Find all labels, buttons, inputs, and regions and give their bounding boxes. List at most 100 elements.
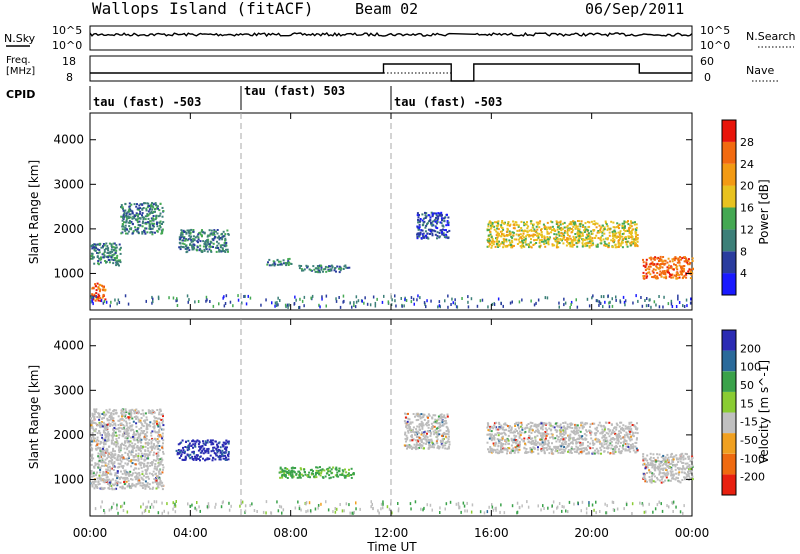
scatter-point: [186, 294, 189, 298]
scatter-point: [114, 482, 117, 485]
scatter-point: [613, 445, 616, 448]
scatter-point: [132, 468, 135, 471]
scatter-point: [531, 450, 533, 453]
scatter-point: [95, 428, 97, 431]
scatter-point: [581, 447, 584, 450]
scatter-point: [113, 242, 116, 245]
scatter-point: [567, 237, 570, 240]
scatter-point: [617, 439, 620, 442]
scatter-point: [612, 226, 615, 229]
scatter-point: [156, 225, 159, 228]
scatter-point: [610, 440, 613, 443]
scatter-point: [209, 245, 212, 248]
scatter-point: [112, 449, 115, 452]
scatter-point: [205, 248, 208, 251]
scatter-point: [108, 434, 111, 437]
scatter-point: [443, 234, 446, 237]
scatter-point: [115, 487, 118, 490]
scatter-point: [501, 439, 504, 442]
scatter-point: [490, 226, 493, 229]
scatter-point: [553, 233, 556, 236]
scatter-point: [656, 257, 659, 260]
scatter-point: [438, 232, 441, 234]
scatter-point: [280, 263, 283, 266]
scatter-point: [537, 236, 540, 239]
scatter-point: [522, 232, 525, 235]
scatter-point: [612, 237, 614, 240]
scatter-point: [441, 416, 444, 418]
scatter-point: [147, 214, 150, 217]
scatter-point: [137, 420, 140, 423]
scatter-point: [445, 233, 448, 236]
scatter-point: [613, 239, 616, 242]
scatter-point: [557, 451, 560, 454]
scatter-point: [98, 251, 101, 254]
scatter-point: [153, 443, 155, 446]
scatter-point: [447, 221, 450, 224]
scatter-point: [161, 420, 164, 423]
scatter-point: [571, 245, 574, 248]
scatter-point: [161, 413, 164, 416]
scatter-point: [422, 437, 425, 440]
scatter-point: [446, 220, 449, 222]
scatter-point: [144, 412, 147, 415]
scatter-point: [151, 464, 154, 467]
scatter-point: [435, 432, 438, 435]
scatter-point: [124, 203, 127, 206]
scatter-point: [407, 445, 410, 447]
scatter-point: [161, 445, 164, 448]
scatter-point: [442, 228, 444, 231]
scatter-point: [588, 237, 590, 240]
scatter-point: [372, 295, 375, 299]
scatter-point: [194, 300, 196, 304]
scatter-point: [132, 445, 135, 448]
scatter-point: [416, 447, 419, 450]
scatter-point: [429, 233, 431, 235]
scatter-point: [189, 243, 192, 246]
scatter-point: [338, 271, 341, 274]
scatter-point: [553, 426, 556, 429]
scatter-point: [617, 440, 620, 443]
scatter-point: [659, 255, 662, 258]
scatter-point: [115, 246, 118, 249]
scatter-point: [495, 234, 498, 237]
scatter-point: [110, 467, 113, 470]
scatter-point: [561, 451, 564, 454]
scatter-point: [564, 238, 567, 241]
date-label: 06/Sep/2011: [585, 0, 684, 18]
scatter-point: [135, 418, 138, 420]
scatter-point: [529, 428, 532, 431]
scatter-point: [523, 239, 526, 242]
scatter-point: [597, 438, 600, 441]
scatter-point: [607, 237, 609, 240]
scatter-point: [307, 475, 310, 478]
scatter-point: [676, 261, 679, 264]
scatter-point: [183, 231, 186, 233]
scatter-point: [114, 424, 117, 427]
scatter-point: [629, 242, 631, 245]
scatter-point: [152, 470, 155, 473]
scatter-point: [130, 428, 133, 431]
scatter-point: [144, 218, 147, 221]
scatter-point: [328, 265, 330, 268]
scatter-point: [575, 432, 578, 435]
scatter-point: [137, 207, 140, 210]
scatter-point: [160, 413, 163, 416]
scatter-point: [279, 470, 282, 473]
scatter-point: [218, 250, 221, 253]
scatter-point: [681, 267, 684, 270]
scatter-point: [148, 472, 151, 475]
scatter-point: [217, 242, 220, 245]
scatter-point: [306, 266, 309, 269]
scatter-point: [582, 438, 585, 441]
scatter-point: [494, 441, 497, 444]
scatter-point: [623, 226, 626, 229]
scatter-point: [92, 435, 95, 438]
scatter-point: [630, 234, 633, 237]
scatter-point: [100, 451, 103, 454]
scatter-point: [447, 305, 449, 309]
scatter-point: [579, 222, 582, 225]
scatter-point: [444, 435, 447, 438]
scatter-point: [215, 250, 218, 253]
scatter-point: [97, 252, 100, 255]
